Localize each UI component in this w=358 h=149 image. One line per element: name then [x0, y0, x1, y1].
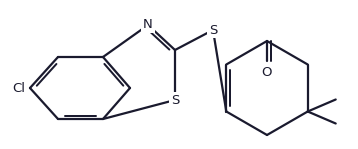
Text: S: S — [171, 94, 179, 107]
Text: Cl: Cl — [12, 82, 25, 94]
Text: O: O — [262, 66, 272, 80]
Text: N: N — [143, 18, 153, 31]
Text: S: S — [209, 24, 217, 37]
